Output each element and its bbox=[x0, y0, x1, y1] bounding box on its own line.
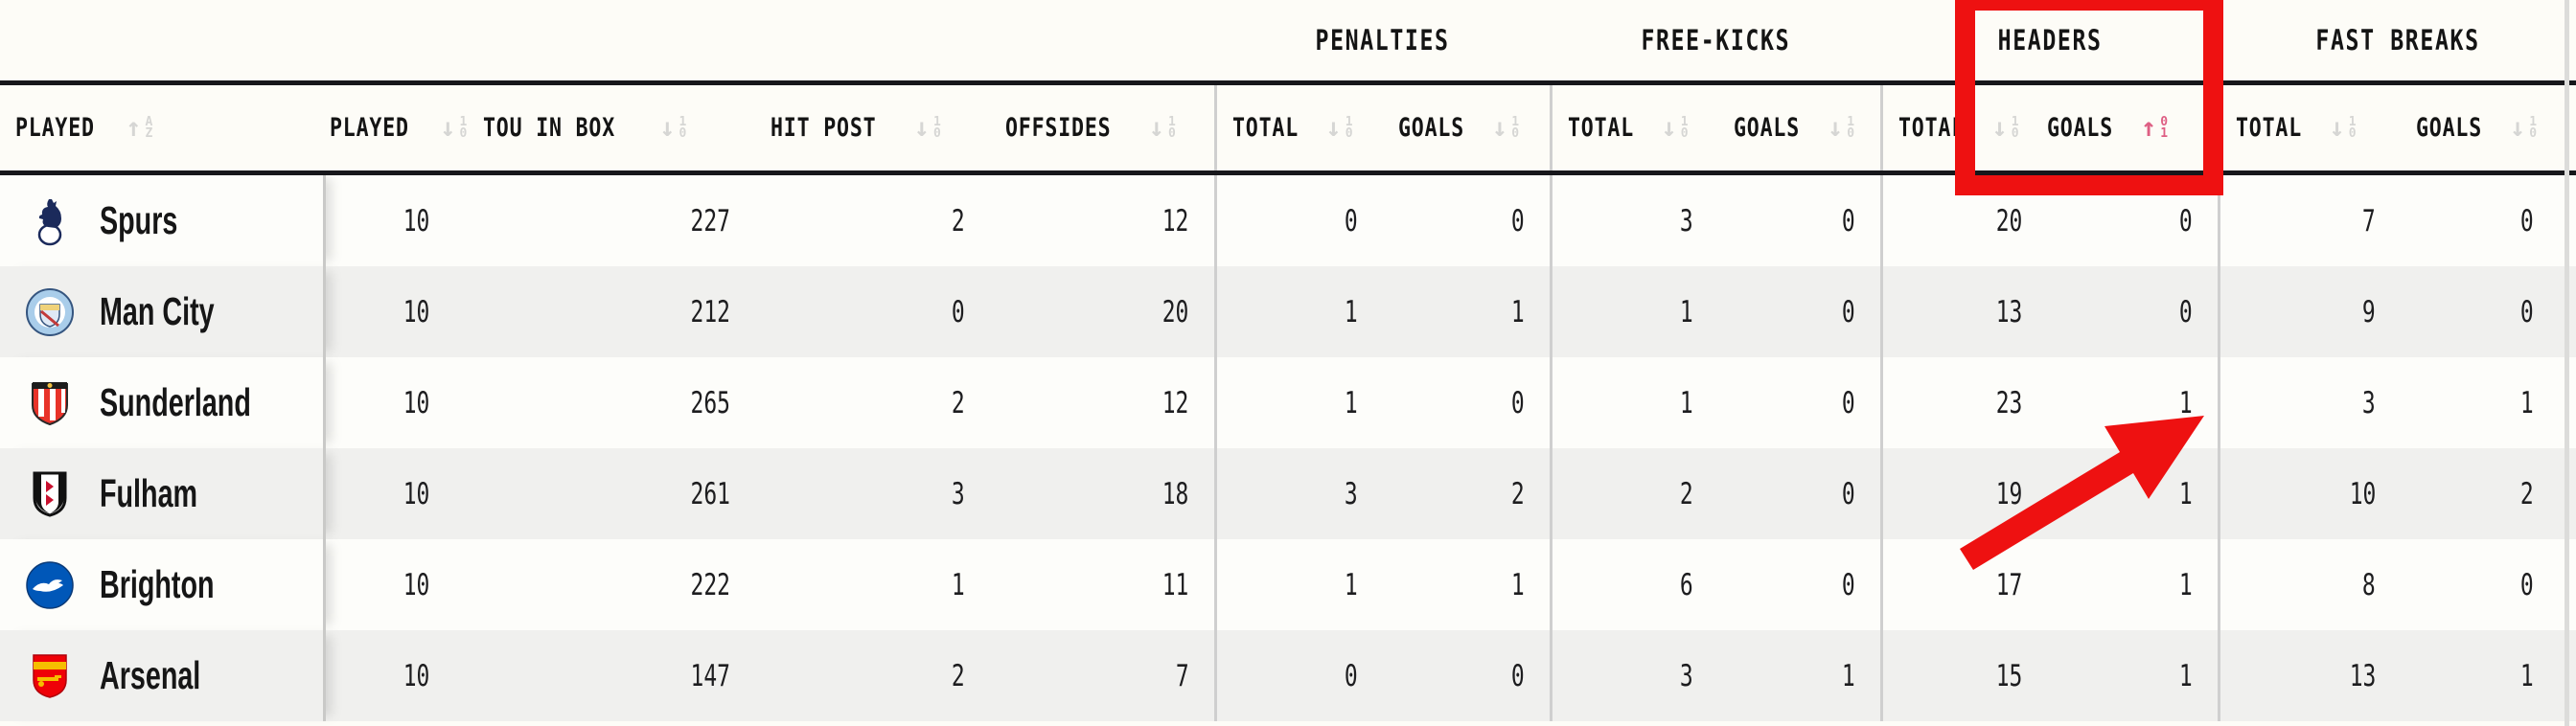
team-name: Arsenal bbox=[100, 653, 201, 697]
team-name: Sunderland bbox=[100, 380, 251, 424]
brighton-logo bbox=[26, 560, 74, 609]
sort-desc-10-icon[interactable]: ↓ 1 0 bbox=[1325, 113, 1353, 143]
column-header-headers-goals[interactable]: GOALS ↑ 0 1 bbox=[2032, 82, 2220, 175]
table-row-fulham: Fulham 10 261 3 18 3 2 2 0 19 1 10 2 bbox=[0, 448, 2576, 539]
team-cell: Spurs bbox=[0, 172, 326, 266]
scrollbar-track[interactable] bbox=[2564, 0, 2569, 726]
sort-desc-10-icon[interactable]: ↓ 1 0 bbox=[1661, 113, 1689, 143]
fulham-logo bbox=[33, 471, 67, 517]
group-header-spacer bbox=[0, 0, 1215, 85]
group-header-fast-breaks: FAST BREAKS bbox=[2219, 0, 2576, 85]
table-row-brighton: Brighton 10 222 1 11 1 1 6 0 17 1 8 0 bbox=[0, 539, 2576, 630]
table-row-man-city: Man City 10 212 0 20 1 1 1 0 13 0 9 0 bbox=[0, 266, 2576, 357]
sort-desc-10-icon[interactable]: ↓ 1 0 bbox=[659, 113, 687, 143]
team-name: Fulham bbox=[100, 471, 198, 515]
table-row-spurs: Spurs 10 227 2 12 0 0 3 0 20 0 7 0 bbox=[0, 172, 2576, 266]
arsenal-logo bbox=[33, 653, 67, 698]
column-header-penalties-total[interactable]: TOTAL ↓ 1 0 bbox=[1213, 82, 1383, 175]
team-cell: Arsenal bbox=[0, 630, 326, 721]
sort-desc-10-icon[interactable]: ↓ 1 0 bbox=[1491, 113, 1520, 143]
table-row-arsenal: Arsenal 10 147 2 7 0 0 3 1 15 1 13 1 bbox=[0, 630, 2576, 721]
team-cell: Fulham bbox=[0, 448, 326, 539]
group-header-penalties: PENALTIES bbox=[1215, 0, 1552, 85]
team-cell: Brighton bbox=[0, 539, 326, 630]
group-header-headers: HEADERS bbox=[1881, 0, 2220, 85]
column-header-offsides[interactable]: OFFSIDES ↓ 1 0 bbox=[990, 82, 1215, 175]
group-header-row: PENALTIES FREE-KICKS HEADERS FAST BREAKS bbox=[0, 0, 2576, 85]
column-header-played[interactable]: PLAYED ↓ 1 0 bbox=[324, 82, 468, 175]
team-name: Man City bbox=[100, 289, 215, 333]
column-header-penalties-goals[interactable]: GOALS ↓ 1 0 bbox=[1383, 82, 1552, 175]
team-name: Brighton bbox=[100, 562, 215, 606]
column-header-tou-in-box[interactable]: TOU IN BOX ↓ 1 0 bbox=[468, 82, 755, 175]
sort-desc-10-icon[interactable]: ↓ 1 0 bbox=[2329, 113, 2357, 143]
highlighted-value-cell: 1 bbox=[2178, 385, 2193, 420]
sort-desc-10-icon[interactable]: ↓ 1 0 bbox=[1148, 113, 1176, 143]
column-header-fast-breaks-total[interactable]: TOTAL ↓ 1 0 bbox=[2217, 82, 2402, 175]
spurs-logo bbox=[37, 198, 62, 245]
column-header-fast-breaks-goals[interactable]: GOALS ↓ 1 0 bbox=[2401, 82, 2576, 175]
column-header-team-played[interactable]: PLAYED ↑ A Z bbox=[0, 82, 324, 175]
column-header-free-kicks-total[interactable]: TOTAL ↓ 1 0 bbox=[1549, 82, 1719, 175]
sort-asc-01-icon[interactable]: ↑ 0 1 bbox=[2140, 113, 2169, 143]
column-header-free-kicks-goals[interactable]: GOALS ↓ 1 0 bbox=[1718, 82, 1882, 175]
team-cell: Sunderland bbox=[0, 357, 326, 448]
column-header-hit-post[interactable]: HIT POST ↓ 1 0 bbox=[755, 82, 990, 175]
team-cell: Man City bbox=[0, 266, 326, 357]
man-city-logo bbox=[26, 287, 74, 336]
sort-asc-az-icon[interactable]: ↑ A Z bbox=[126, 113, 153, 143]
sunderland-logo bbox=[32, 381, 68, 425]
table-row-sunderland: Sunderland 10 265 2 12 1 0 1 0 23 1 3 1 bbox=[0, 357, 2576, 448]
sort-desc-10-icon[interactable]: ↓ 1 0 bbox=[2509, 113, 2538, 143]
column-header-row: PLAYED ↑ A Z PLAYED ↓ 1 0 TOU IN BOX ↓ 1 0 HIT… bbox=[0, 82, 2576, 175]
sort-desc-10-icon[interactable]: ↓ 1 0 bbox=[1991, 113, 2019, 143]
column-header-headers-total[interactable]: TOTAL ↓ 1 0 bbox=[1879, 82, 2033, 175]
sort-desc-10-icon[interactable]: ↓ 1 0 bbox=[913, 113, 941, 143]
sort-desc-10-icon[interactable]: ↓ 1 0 bbox=[1827, 113, 1855, 143]
team-name: Spurs bbox=[100, 198, 178, 242]
group-header-free-kicks: FREE-KICKS bbox=[1551, 0, 1882, 85]
sort-desc-10-icon[interactable]: ↓ 1 0 bbox=[440, 113, 468, 143]
